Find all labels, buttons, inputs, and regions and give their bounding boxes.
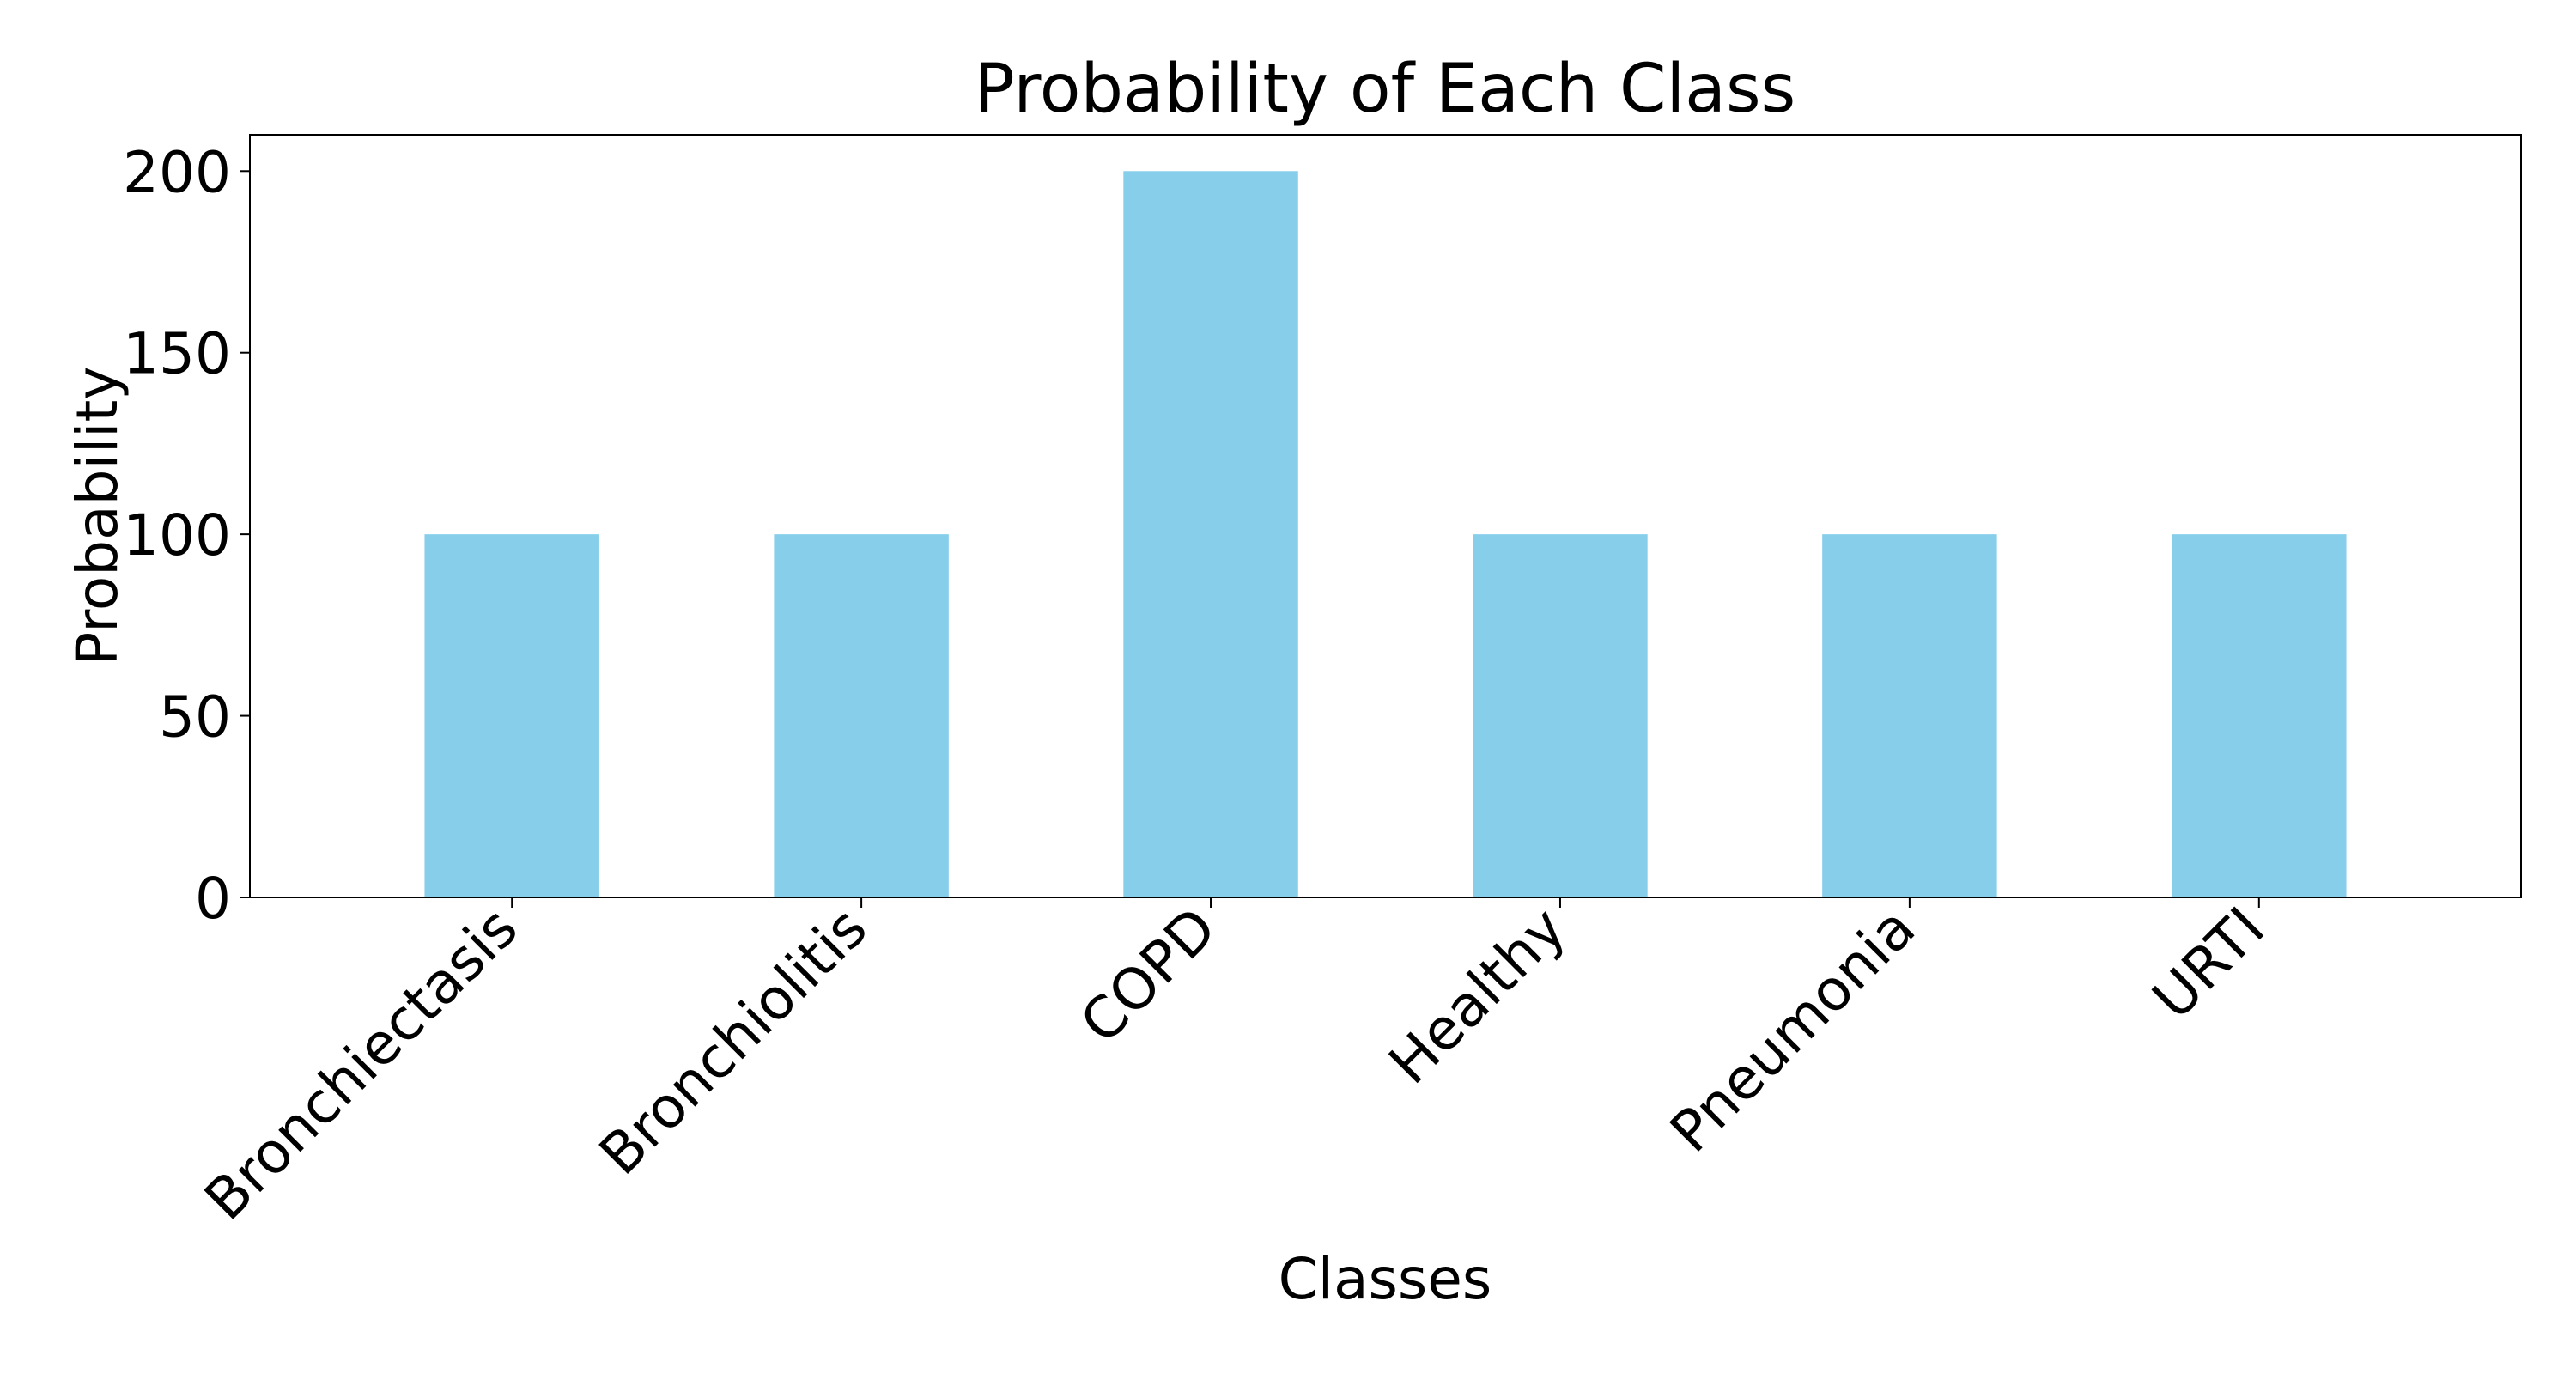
chart-title: Probability of Each Class: [975, 51, 1796, 128]
y-axis-ticks: 0 50 100 150 200: [123, 139, 250, 932]
y-tick-label: 150: [123, 321, 231, 387]
y-tick-label: 50: [159, 684, 231, 751]
y-axis-label: Probability: [64, 367, 131, 666]
bars-group: [424, 171, 2347, 898]
bar-copd: [1123, 171, 1298, 898]
bar-bronchiolitis: [774, 534, 949, 897]
bar-bronchiectasis: [424, 534, 599, 897]
bar-healthy: [1473, 534, 1648, 897]
x-axis-label: Classes: [1279, 1246, 1492, 1312]
y-tick-label: 200: [123, 139, 231, 205]
plot-area-frame: [249, 134, 2522, 898]
bar-urti: [2172, 534, 2347, 897]
bar-pneumonia: [1822, 534, 1997, 897]
y-tick-label: 100: [123, 502, 231, 568]
y-tick-label: 0: [195, 866, 231, 932]
